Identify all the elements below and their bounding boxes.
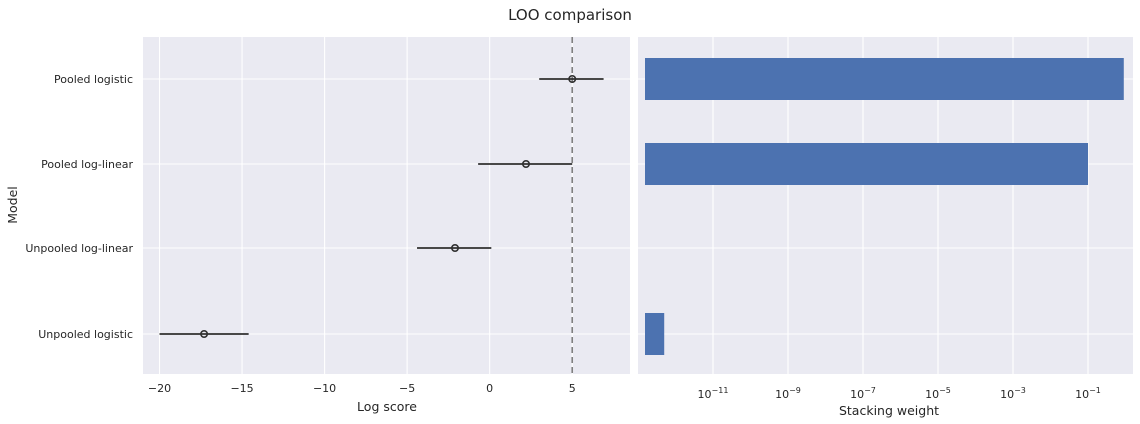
right-x-axis-label: Stacking weight — [839, 403, 939, 418]
left-x-tick-labels: −20 −15 −10 −5 0 5 — [148, 382, 576, 395]
model-label: Unpooled logistic — [38, 328, 133, 341]
left-panel-background — [143, 37, 630, 374]
left-x-tick-label: −20 — [148, 382, 171, 395]
model-label: Pooled logistic — [54, 73, 133, 86]
left-x-tick-label: 5 — [569, 382, 576, 395]
left-x-tick-label: 0 — [486, 382, 493, 395]
model-label: Pooled log-linear — [41, 158, 133, 171]
right-x-tick-label: 10−9 — [775, 386, 801, 401]
left-x-tick-label: −5 — [399, 382, 415, 395]
left-gridlines — [143, 37, 630, 374]
point-estimate-marker — [451, 244, 460, 253]
log-score-axes: −20 −15 −10 −5 0 5 Pooled logistic Pooled log-… — [5, 37, 630, 414]
left-x-tick-label: −15 — [230, 382, 253, 395]
right-x-tick-labels: 10−11 10−9 10−7 10−5 10−3 10−1 — [698, 386, 1101, 401]
point-estimate-marker — [521, 160, 530, 169]
left-y-axis-label: Model — [5, 186, 20, 224]
point-estimate-marker — [200, 329, 209, 338]
right-x-tick-label: 10−5 — [925, 386, 951, 401]
right-x-tick-label: 10−1 — [1075, 386, 1101, 401]
stacking-weight-axes: 10−11 10−9 10−7 10−5 10−3 10−1 Stacking weigh… — [638, 37, 1133, 418]
right-x-tick-label: 10−3 — [1000, 386, 1026, 401]
left-x-axis-label: Log score — [357, 399, 417, 414]
model-label: Unpooled log-linear — [25, 242, 133, 255]
point-estimate-marker — [568, 75, 577, 84]
stacking-weight-bar — [645, 313, 665, 355]
stacking-weight-bar — [645, 58, 1124, 100]
right-x-tick-label: 10−7 — [850, 386, 876, 401]
right-x-tick-label: 10−11 — [698, 386, 729, 401]
left-x-tick-label: −10 — [313, 382, 336, 395]
model-category-labels: Pooled logistic Pooled log-linear Unpooled… — [25, 73, 133, 341]
stacking-weight-bar — [645, 143, 1088, 185]
figure-title: LOO comparison — [508, 6, 632, 24]
stacking-weight-bars — [645, 58, 1124, 355]
left-interval-marks — [159, 37, 604, 374]
